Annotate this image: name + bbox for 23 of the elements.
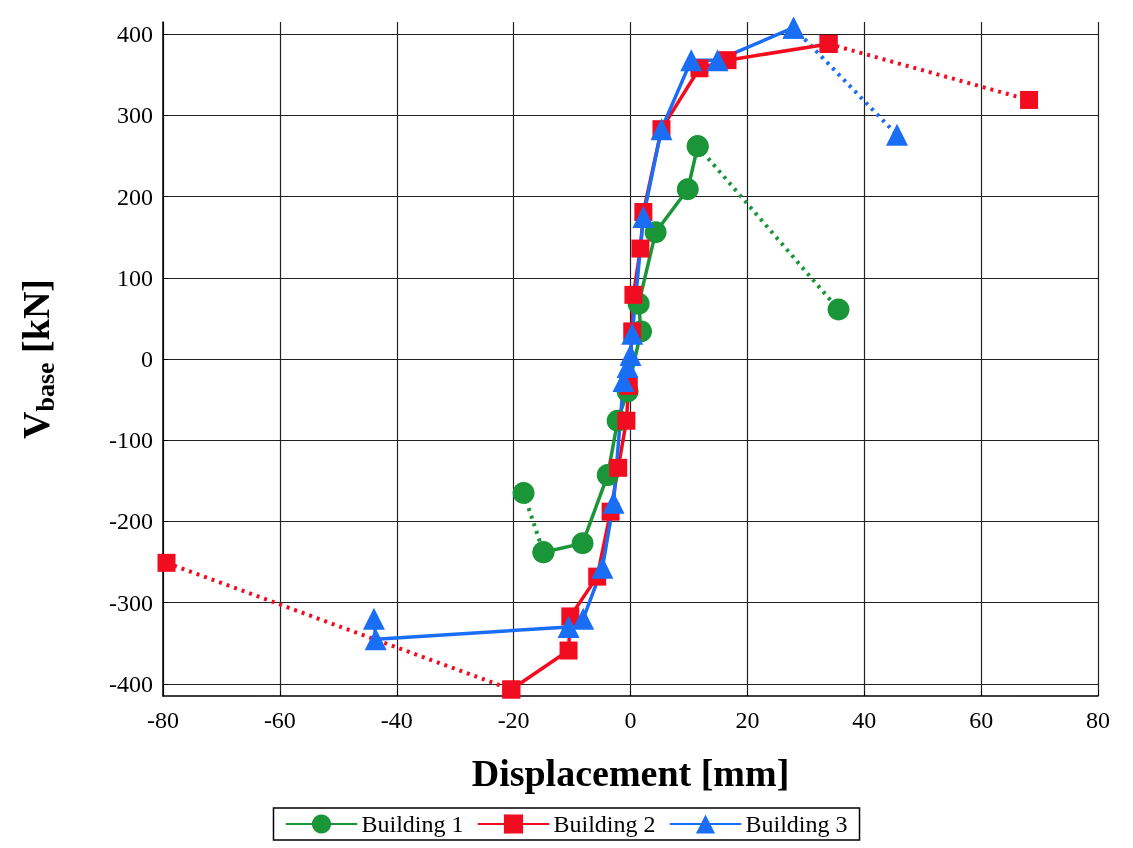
y-tick-label: -300 [109,589,153,616]
y-tick-label: -100 [109,427,153,454]
x-tick-label: -80 [147,707,179,733]
x-tick-label: 0 [624,707,637,733]
legend-label: Building 1 [361,811,464,837]
y-tick-label: -200 [109,508,153,535]
y-tick-label: 100 [117,264,153,291]
y-tick-label: 200 [117,183,153,210]
x-axis-title: Displacement [mm] [471,752,790,794]
x-tick-label: -40 [380,707,413,733]
x-tick-label: -20 [497,707,530,733]
y-axis-title: Vbase [kN] [15,279,60,439]
x-tick-label: 60 [969,707,994,733]
y-tick-label: 300 [117,102,153,129]
x-tick-label: -60 [263,707,296,733]
x-tick-label: 40 [852,707,877,733]
legend-label: Building 2 [553,811,656,837]
x-tick-label: 80 [1086,707,1110,733]
y-tick-label: 400 [117,21,153,48]
y-tick-label: -400 [109,670,153,697]
legend-label: Building 3 [745,811,848,837]
y-tick-label: 0 [141,346,153,372]
x-tick-label: 20 [735,707,760,733]
